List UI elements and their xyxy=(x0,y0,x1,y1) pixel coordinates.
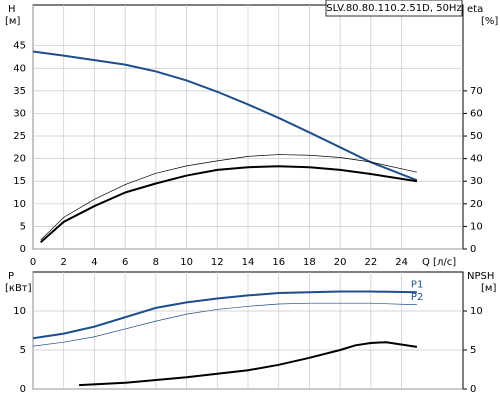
curve xyxy=(79,341,418,387)
x-tick-label: 2 xyxy=(61,257,67,268)
y2-axis-unit: [м] xyxy=(481,283,496,294)
y-tick-label: 15 xyxy=(13,176,26,187)
y-tick-label: 5 xyxy=(20,345,26,356)
y2-tick-label: 0 xyxy=(470,244,476,255)
x-axis-label: Q [л/с] xyxy=(422,257,456,268)
curve xyxy=(32,302,417,347)
y-tick-label: 10 xyxy=(13,199,26,210)
y2-tick-label: 20 xyxy=(470,199,483,210)
y2-tick-label: 30 xyxy=(470,176,483,187)
x-tick-label: 8 xyxy=(153,257,159,268)
x-tick-label: 22 xyxy=(364,257,377,268)
x-tick-label: 4 xyxy=(91,257,97,268)
y-axis-label: P xyxy=(8,271,14,282)
curve xyxy=(40,154,418,241)
x-tick-label: 14 xyxy=(242,257,255,268)
y2-axis-label: NPSH xyxy=(467,271,494,282)
x-tick-label: 18 xyxy=(303,257,316,268)
series-label: P2 xyxy=(411,292,423,303)
x-tick-label: 12 xyxy=(211,257,224,268)
y2-tick-label: 70 xyxy=(470,86,483,97)
y2-tick-label: 10 xyxy=(470,306,483,317)
curve xyxy=(32,50,418,182)
y2-tick-label: 0 xyxy=(470,384,476,395)
x-tick-label: 20 xyxy=(334,257,347,268)
y-tick-label: 10 xyxy=(13,306,26,317)
y-tick-label: 20 xyxy=(13,154,26,165)
y2-tick-label: 10 xyxy=(470,221,483,232)
x-tick-label: 0 xyxy=(30,257,36,268)
y2-tick-label: 40 xyxy=(470,154,483,165)
y-tick-label: 30 xyxy=(13,108,26,119)
y-tick-label: 0 xyxy=(20,384,26,395)
x-tick-label: 24 xyxy=(395,257,408,268)
y-tick-label: 45 xyxy=(13,41,26,52)
series-label: P1 xyxy=(411,279,423,290)
chart-title: SLV.80.80.110.2.51D, 50Hz xyxy=(326,3,461,14)
y-axis-unit: [кВт] xyxy=(5,283,32,294)
y-tick-label: 35 xyxy=(13,86,26,97)
y2-tick-label: 60 xyxy=(470,108,483,119)
x-tick-label: 6 xyxy=(122,257,128,268)
title-box xyxy=(325,0,463,17)
y-axis-unit: [м] xyxy=(5,16,20,27)
y-tick-label: 5 xyxy=(20,221,26,232)
y2-axis-unit: [%] xyxy=(481,16,498,27)
curve xyxy=(32,290,417,340)
y-tick-label: 0 xyxy=(20,244,26,255)
y-tick-label: 40 xyxy=(13,63,26,74)
y-axis-label: H xyxy=(8,4,16,15)
y2-tick-label: 50 xyxy=(470,131,483,142)
x-tick-label: 10 xyxy=(180,257,193,268)
y2-tick-label: 5 xyxy=(470,345,476,356)
y2-axis-label: eta xyxy=(467,4,483,15)
curve xyxy=(40,165,418,243)
x-tick-label: 16 xyxy=(272,257,285,268)
y-tick-label: 25 xyxy=(13,131,26,142)
